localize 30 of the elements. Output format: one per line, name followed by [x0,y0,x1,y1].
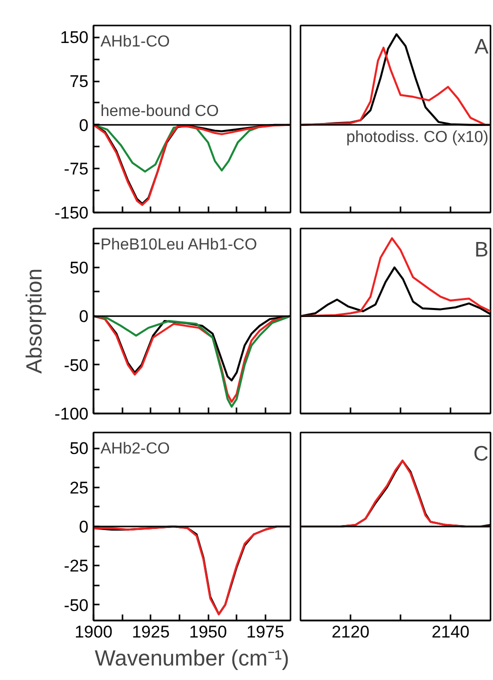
annotation: PheB10Leu AHb1-CO [100,236,258,254]
y-tick-label: -75 [64,160,89,179]
y-tick-label: -100 [54,404,89,424]
x-tick-label: 2140 [432,622,470,642]
annotation: C [473,442,489,466]
y-tick-label: -50 [64,596,89,615]
y-tick-label: 25 [70,478,89,498]
x-tick-label: 1975 [246,622,284,642]
y-axis-title: Absorption [21,268,46,374]
y-tick-label: 50 [70,439,89,458]
x-tick-label: 2120 [332,622,370,642]
y-tick-label: 0 [79,307,89,326]
y-tick-label: 150 [60,28,89,48]
y-tick-label: -25 [64,556,89,576]
x-tick-label: 1950 [189,622,227,642]
y-tick-label: 0 [79,518,89,536]
x-axis-title: Wavenumber (cm⁻¹) [94,646,290,670]
x-tick-label: 1900 [74,622,112,642]
annotation: photodiss. CO (x10) [346,128,488,146]
annotation: B [474,238,489,262]
annotation: heme-bound CO [100,102,219,120]
y-tick-label: 75 [70,72,89,92]
y-tick-label: 50 [70,258,89,278]
x-tick-label: 1925 [132,622,170,642]
y-tick-label: -150 [54,204,89,222]
y-tick-label: 0 [79,116,89,135]
annotation: AHb1-CO [100,34,170,50]
y-tick-label: -50 [64,356,89,375]
annotation: A [474,36,489,58]
annotation: AHb2-CO [100,440,170,458]
